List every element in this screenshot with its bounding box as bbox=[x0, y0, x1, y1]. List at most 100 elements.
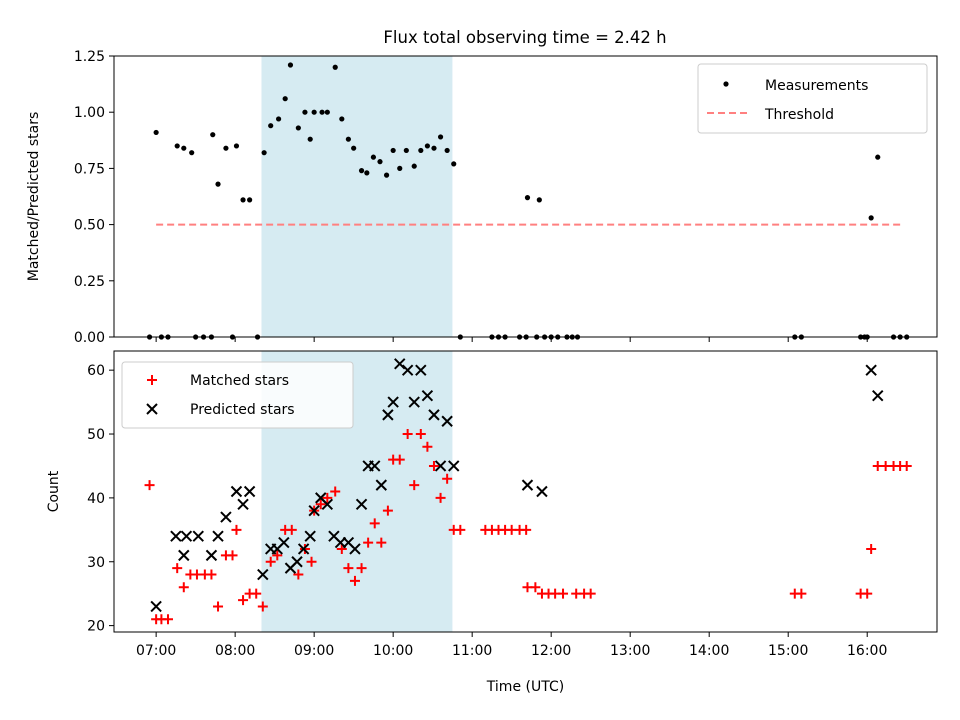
predicted-point bbox=[170, 530, 182, 542]
measurement-point bbox=[311, 109, 317, 115]
measurement-point bbox=[418, 147, 424, 154]
predicted-point bbox=[297, 543, 310, 555]
y-tick-label: 0.25 bbox=[74, 274, 105, 290]
measurement-point bbox=[345, 136, 351, 142]
measurement-point bbox=[364, 170, 370, 176]
legend-label: Measurements bbox=[765, 78, 868, 94]
measurement-point bbox=[377, 159, 383, 165]
legend-box bbox=[697, 63, 928, 134]
matched-point bbox=[455, 524, 466, 535]
predicted-point bbox=[257, 568, 269, 581]
y-tick-label: 50 bbox=[87, 427, 105, 443]
predicted-point bbox=[428, 409, 440, 421]
x-tick-label: 07:00 bbox=[136, 643, 176, 659]
ratio-panel: 0.00 0.25 0.50 0.75 1.00 1.25 Matched/Predicte… bbox=[26, 49, 938, 346]
y-tick-label: 60 bbox=[87, 363, 105, 379]
measurement-point bbox=[319, 109, 325, 115]
matched-point bbox=[265, 556, 276, 567]
measurement-point bbox=[174, 143, 180, 149]
legend-label: Predicted stars bbox=[190, 402, 295, 418]
matched-point bbox=[144, 480, 155, 491]
y-axis-label: Count bbox=[46, 470, 62, 512]
matched-point bbox=[435, 492, 446, 503]
axes-frame bbox=[113, 350, 938, 633]
x-tick-label: 11:00 bbox=[452, 643, 492, 659]
series-matched-stars bbox=[144, 429, 912, 625]
matched-point bbox=[322, 492, 333, 503]
matched-point bbox=[363, 537, 374, 548]
measurement-point bbox=[210, 132, 216, 138]
predicted-point bbox=[308, 504, 320, 517]
count-panel: 07:00 08:00 09:00 10:00 11:00 12:00 13:00 14:00… bbox=[46, 350, 938, 695]
legend: Measurements Threshold bbox=[697, 63, 928, 134]
predicted-point bbox=[304, 530, 316, 542]
measurement-point bbox=[383, 172, 390, 178]
matched-point bbox=[257, 601, 268, 612]
measurement-point bbox=[307, 136, 313, 142]
matched-point bbox=[409, 480, 420, 491]
measurement-point bbox=[339, 116, 345, 122]
matched-point bbox=[796, 588, 807, 599]
matched-point bbox=[862, 588, 873, 599]
predicted-point bbox=[205, 549, 218, 562]
y-tick-label: 40 bbox=[87, 491, 105, 507]
measurement-point bbox=[411, 163, 417, 169]
y-tick-label: 0.50 bbox=[74, 218, 105, 234]
predicted-point bbox=[865, 364, 877, 376]
measurement-point bbox=[875, 154, 881, 160]
y-tick-label: 1.00 bbox=[74, 105, 105, 121]
y-tick-label: 20 bbox=[87, 619, 105, 635]
legend-marker-measurements bbox=[723, 81, 729, 87]
predicted-point bbox=[278, 536, 290, 549]
matched-point bbox=[866, 543, 877, 554]
matched-point bbox=[213, 601, 224, 612]
series-predicted-stars bbox=[150, 358, 884, 613]
predicted-point bbox=[387, 396, 399, 408]
predicted-point bbox=[521, 479, 534, 491]
measurement-point bbox=[276, 116, 282, 122]
matched-point bbox=[901, 460, 912, 471]
x-tick-label: 13:00 bbox=[610, 643, 650, 659]
measurement-point bbox=[332, 64, 338, 70]
matched-point bbox=[382, 505, 393, 516]
measurement-point bbox=[223, 145, 229, 151]
measurement-point bbox=[153, 129, 159, 136]
measurement-point bbox=[233, 143, 240, 149]
shaded-interval bbox=[261, 56, 453, 337]
matched-point bbox=[251, 588, 262, 599]
measurement-point bbox=[181, 145, 187, 151]
matched-point bbox=[238, 595, 249, 606]
predicted-point bbox=[291, 556, 303, 568]
matched-point bbox=[349, 575, 360, 586]
predicted-point bbox=[448, 460, 460, 472]
matched-point bbox=[402, 429, 413, 440]
chart-title: Flux total observing time = 2.42 h bbox=[383, 28, 666, 47]
measurement-point bbox=[240, 197, 246, 203]
matched-point bbox=[206, 569, 217, 580]
measurement-point bbox=[189, 150, 195, 156]
measurement-point bbox=[358, 168, 365, 174]
measurement-point bbox=[295, 125, 301, 131]
matched-point bbox=[293, 569, 304, 580]
matched-point bbox=[394, 454, 405, 465]
measurement-point bbox=[431, 145, 437, 151]
measurement-point bbox=[868, 215, 874, 221]
measurement-point bbox=[282, 96, 288, 102]
matched-point bbox=[356, 563, 367, 574]
matched-point bbox=[369, 518, 380, 529]
predicted-point bbox=[237, 498, 249, 510]
matched-point bbox=[178, 582, 189, 593]
matched-point bbox=[162, 614, 173, 625]
legend-box bbox=[121, 361, 354, 429]
y-tick-label: 1.25 bbox=[74, 49, 105, 65]
measurement-point bbox=[390, 147, 396, 154]
y-axis-label: Matched/Predicted stars bbox=[26, 112, 42, 282]
predicted-point bbox=[180, 530, 193, 542]
matched-point bbox=[558, 588, 569, 599]
predicted-point bbox=[321, 498, 334, 510]
legend-label: Threshold bbox=[764, 107, 834, 123]
predicted-point bbox=[220, 511, 232, 523]
predicted-point bbox=[415, 364, 427, 376]
matched-point bbox=[585, 588, 596, 599]
